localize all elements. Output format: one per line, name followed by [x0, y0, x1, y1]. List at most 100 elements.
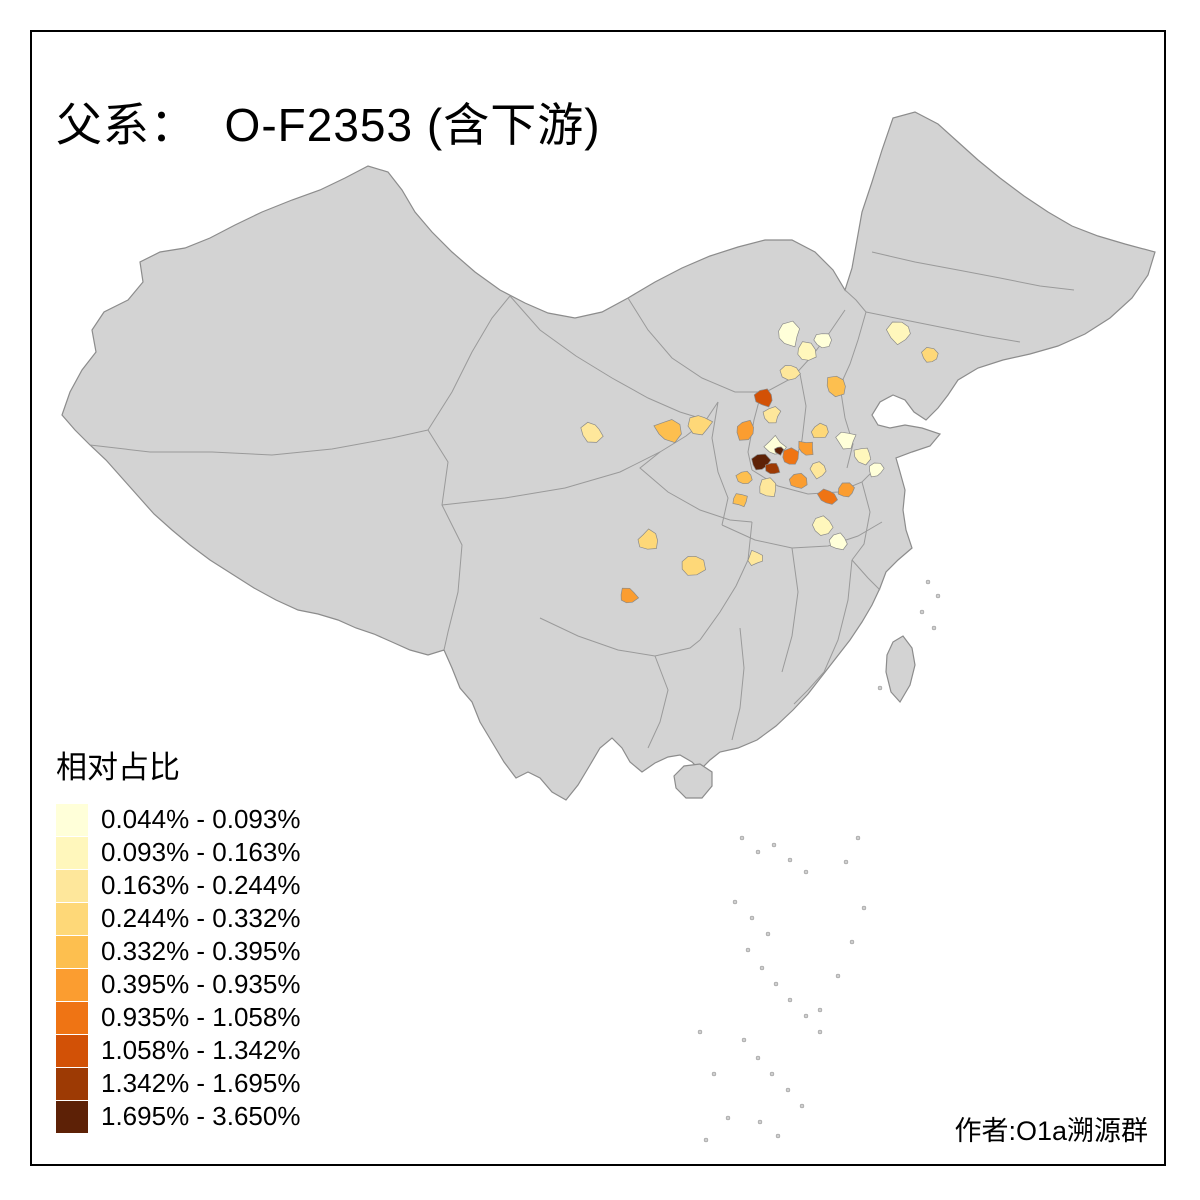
colored-region — [797, 341, 817, 361]
province-border — [699, 521, 753, 641]
colored-region — [637, 528, 658, 550]
island-dot — [745, 947, 751, 953]
attribution: 作者:O1a溯源群 — [954, 1116, 1148, 1146]
colored-region — [735, 470, 753, 485]
island-dot — [803, 1013, 809, 1019]
province-border — [851, 559, 881, 591]
province-border — [647, 655, 669, 749]
colored-region — [828, 532, 848, 551]
island-dot — [785, 1087, 791, 1093]
legend-range-label: 1.058% - 1.342% — [101, 1035, 301, 1065]
island-dot — [817, 1029, 823, 1035]
island-dot — [787, 857, 793, 863]
mainland-outline — [61, 111, 1156, 801]
legend-swatch — [56, 1001, 88, 1034]
taiwan-island — [885, 635, 916, 704]
province-border — [871, 251, 1075, 291]
legend-range-label: 0.935% - 1.058% — [101, 1002, 301, 1032]
legend-rows: 0.044% - 0.093% 0.093% - 0.163% 0.163% - 0… — [56, 803, 396, 1133]
island-dot — [711, 1071, 717, 1077]
province-border — [539, 617, 701, 657]
island-dot — [755, 849, 761, 855]
colored-region — [736, 419, 754, 441]
colored-region — [816, 488, 838, 505]
province-border — [781, 547, 799, 673]
colored-region — [869, 462, 885, 478]
colored-region — [778, 320, 800, 348]
legend-row: 0.093% - 0.163% — [56, 836, 396, 869]
island-dot — [741, 1037, 747, 1043]
colored-region — [762, 406, 782, 424]
colored-region — [885, 321, 911, 346]
legend-row: 1.342% - 1.695% — [56, 1067, 396, 1100]
province-border — [89, 429, 429, 456]
island-dot — [855, 835, 861, 841]
legend-swatch — [56, 935, 88, 968]
legend-row: 0.044% - 0.093% — [56, 803, 396, 836]
island-dot — [935, 593, 941, 599]
figure-title: 父系： O-F2353 (含下游) — [56, 98, 601, 151]
province-border — [427, 295, 511, 431]
legend-swatch — [56, 869, 88, 902]
colored-region — [812, 515, 834, 536]
colored-region — [921, 347, 939, 363]
province-border — [639, 451, 753, 523]
colored-region — [826, 375, 846, 398]
legend-row: 1.058% - 1.342% — [56, 1034, 396, 1067]
colored-region — [810, 422, 829, 439]
legend-row: 0.395% - 0.935% — [56, 968, 396, 1001]
legend-swatch — [56, 1067, 88, 1100]
legend-row: 0.332% - 0.395% — [56, 935, 396, 968]
colored-region — [681, 555, 706, 576]
island-dot — [769, 1071, 775, 1077]
choropleth-regions — [580, 320, 939, 604]
legend-range-label: 0.044% - 0.093% — [101, 804, 301, 834]
island-dot — [787, 997, 793, 1003]
island-dot — [817, 1007, 823, 1013]
province-border — [731, 627, 745, 741]
province-border — [793, 671, 825, 705]
colored-region — [687, 415, 714, 436]
colored-region — [620, 587, 640, 604]
island-dot — [775, 1133, 781, 1139]
island-dot — [739, 835, 745, 841]
hainan-island — [673, 763, 713, 799]
island-dot — [861, 905, 867, 911]
province-border — [865, 311, 1021, 343]
island-dot — [773, 981, 779, 987]
legend-swatch — [56, 1034, 88, 1067]
province-border — [705, 401, 719, 421]
legend-title: 相对占比 — [56, 750, 180, 785]
legend-swatch — [56, 902, 88, 935]
island-dot — [803, 869, 809, 875]
province-borders — [89, 251, 1075, 749]
figure-border — [30, 30, 1166, 1166]
legend-range-label: 1.342% - 1.695% — [101, 1068, 301, 1098]
province-border — [839, 289, 867, 387]
island-dot — [732, 899, 738, 905]
colored-region — [653, 419, 682, 444]
island-dot — [919, 609, 925, 615]
colored-region — [788, 472, 808, 489]
legend-range-label: 0.093% - 0.163% — [101, 837, 301, 867]
island-dot — [759, 965, 765, 971]
legend-swatch — [56, 968, 88, 1001]
province-border — [441, 419, 707, 506]
legend-row: 0.935% - 1.058% — [56, 1001, 396, 1034]
legend-range-label: 0.163% - 0.244% — [101, 870, 301, 900]
island-dot — [725, 1115, 731, 1121]
legend-range-label: 1.695% - 3.650% — [101, 1101, 301, 1131]
colored-region — [837, 482, 855, 498]
colored-region — [580, 421, 604, 443]
colored-region — [853, 447, 872, 466]
island-dot — [755, 1055, 761, 1061]
legend-row: 1.695% - 3.650% — [56, 1100, 396, 1133]
legend-row: 0.244% - 0.332% — [56, 902, 396, 935]
legend-swatch — [56, 1100, 88, 1133]
province-border — [794, 373, 807, 463]
colored-region — [753, 388, 773, 408]
province-border — [711, 401, 729, 526]
legend-swatch — [56, 836, 88, 869]
